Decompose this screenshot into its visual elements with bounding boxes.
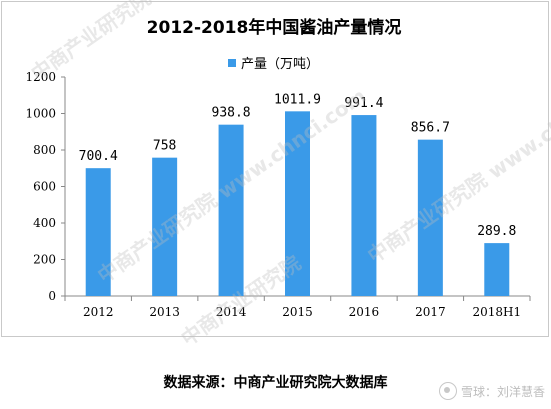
data-label: 938.8 xyxy=(212,106,251,121)
x-tick-label: 2014 xyxy=(216,305,247,319)
bar xyxy=(417,139,443,296)
chart-title: 2012-2018年中国酱油产量情况 xyxy=(146,18,402,38)
legend-swatch xyxy=(228,58,236,67)
bar xyxy=(285,111,310,296)
bar xyxy=(152,157,178,296)
y-tick-label: 800 xyxy=(33,143,56,157)
x-tick-label: 2012 xyxy=(83,305,114,319)
source-note: 数据来源：中商产业研究院大数据库 xyxy=(163,375,388,391)
snowball-icon xyxy=(438,382,457,400)
x-tick-label: 2018H1 xyxy=(472,305,521,319)
data-label: 700.4 xyxy=(79,149,118,164)
data-label: 758 xyxy=(153,139,176,154)
y-tick-label: 600 xyxy=(33,180,56,194)
data-label: 289.8 xyxy=(477,224,516,239)
data-label: 991.4 xyxy=(344,96,383,111)
data-label: 856.7 xyxy=(411,121,450,136)
bar xyxy=(351,115,377,296)
bar-chart: 0 200 400 600 800 1000 1200 700.4 2012 758 2013 938… xyxy=(25,70,531,319)
bar xyxy=(484,243,510,296)
bar xyxy=(85,168,111,296)
legend: 产量（万吨） xyxy=(228,53,319,72)
y-tick-label: 1200 xyxy=(25,70,56,84)
data-label: 1011.9 xyxy=(274,92,321,107)
x-tick-label: 2015 xyxy=(282,305,313,319)
x-tick-label: 2017 xyxy=(415,305,446,319)
y-tick-label: 200 xyxy=(33,253,56,267)
y-tick-label: 0 xyxy=(48,289,56,303)
bar xyxy=(218,124,244,296)
y-tick-label: 400 xyxy=(33,216,56,230)
x-tick-label: 2013 xyxy=(149,305,180,319)
xueqiu-watermark: 雪球：刘洋慧香 xyxy=(438,382,545,400)
xueqiu-text: 雪球：刘洋慧香 xyxy=(460,384,545,399)
legend-label: 产量（万吨） xyxy=(241,57,320,72)
y-tick-label: 1000 xyxy=(25,107,56,121)
x-tick-label: 2016 xyxy=(349,305,380,319)
